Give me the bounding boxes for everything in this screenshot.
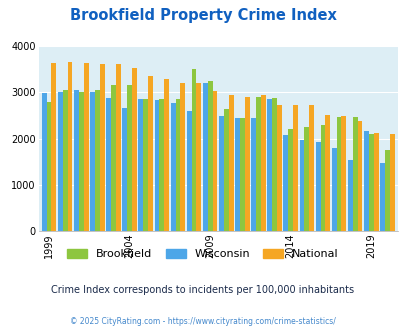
Text: © 2025 CityRating.com - https://www.cityrating.com/crime-statistics/: © 2025 CityRating.com - https://www.city… xyxy=(70,317,335,326)
Bar xyxy=(95,90,100,231)
Legend: Brookfield, Wisconsin, National: Brookfield, Wisconsin, National xyxy=(62,244,343,263)
Bar xyxy=(239,118,244,231)
Bar xyxy=(115,64,120,231)
Bar xyxy=(42,93,47,231)
Bar xyxy=(271,98,276,231)
Bar xyxy=(320,125,324,231)
Bar xyxy=(83,63,88,231)
Bar xyxy=(79,92,83,231)
Bar xyxy=(170,103,175,231)
Bar xyxy=(260,95,265,231)
Bar xyxy=(191,69,196,231)
Bar xyxy=(180,83,185,231)
Bar xyxy=(127,85,132,231)
Bar xyxy=(159,99,164,231)
Bar xyxy=(228,95,233,231)
Bar xyxy=(138,99,143,231)
Bar xyxy=(357,121,362,231)
Bar xyxy=(58,92,63,231)
Text: Crime Index corresponds to incidents per 100,000 inhabitants: Crime Index corresponds to incidents per… xyxy=(51,285,354,295)
Bar xyxy=(256,97,260,231)
Bar xyxy=(251,118,256,231)
Bar xyxy=(111,85,115,231)
Bar xyxy=(336,117,341,231)
Bar xyxy=(100,64,104,231)
Bar xyxy=(276,105,281,231)
Bar xyxy=(196,83,201,231)
Bar xyxy=(202,83,207,231)
Bar xyxy=(143,99,148,231)
Bar xyxy=(341,116,345,231)
Bar xyxy=(352,117,357,231)
Bar xyxy=(212,91,217,231)
Bar xyxy=(379,163,384,231)
Bar xyxy=(186,111,191,231)
Bar xyxy=(51,63,56,231)
Bar xyxy=(389,134,394,231)
Bar xyxy=(283,135,288,231)
Bar xyxy=(106,98,111,231)
Bar xyxy=(309,105,313,231)
Bar xyxy=(288,129,292,231)
Bar xyxy=(347,160,352,231)
Bar xyxy=(384,150,389,231)
Bar xyxy=(207,81,212,231)
Bar xyxy=(363,131,368,231)
Bar xyxy=(67,62,72,231)
Bar xyxy=(304,127,309,231)
Bar xyxy=(63,90,67,231)
Bar xyxy=(299,140,304,231)
Bar xyxy=(74,90,79,231)
Bar xyxy=(47,102,51,231)
Bar xyxy=(324,115,329,231)
Bar xyxy=(164,80,168,231)
Bar xyxy=(315,142,320,231)
Text: Brookfield Property Crime Index: Brookfield Property Crime Index xyxy=(69,8,336,23)
Bar xyxy=(218,116,223,231)
Bar xyxy=(244,97,249,231)
Bar xyxy=(175,99,180,231)
Bar xyxy=(90,92,95,231)
Bar xyxy=(331,148,336,231)
Bar xyxy=(132,68,136,231)
Bar xyxy=(148,76,153,231)
Bar xyxy=(154,100,159,231)
Bar xyxy=(373,133,377,231)
Bar xyxy=(368,134,373,231)
Bar xyxy=(122,108,127,231)
Bar xyxy=(267,99,271,231)
Bar xyxy=(223,109,228,231)
Bar xyxy=(292,105,297,231)
Bar xyxy=(234,118,239,231)
